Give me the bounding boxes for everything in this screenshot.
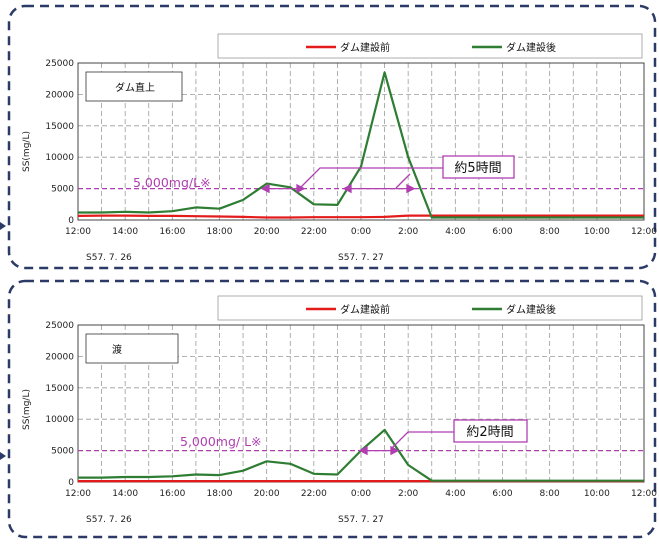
- x-tick-label-top: 0:00: [351, 227, 371, 237]
- x-tick-label-top: 12:00: [631, 227, 657, 237]
- x-tick-label-bottom: 4:00: [445, 489, 465, 499]
- y-tick-labels-bottom: 0 5000 10000 15000 20000 25000: [45, 321, 74, 488]
- plot-area-top: [77, 62, 645, 221]
- x-tick-label-bottom: 18:00: [207, 489, 233, 499]
- legend-label-after-top: ダム建設後: [506, 41, 556, 54]
- x-tick-label-bottom: 8:00: [540, 489, 560, 499]
- duration-arrows-top: [260, 167, 443, 194]
- x-tick-label-top: 10:00: [584, 227, 610, 237]
- legend-label-before-top: ダム建設前: [340, 41, 390, 54]
- threshold-label-top: 5,000mg/L※: [133, 175, 211, 190]
- y-tick-label-bottom: 10000: [45, 415, 74, 425]
- station-title-bottom: 渡: [112, 343, 122, 356]
- date-label-left-bottom: S57. 7. 26: [86, 515, 132, 525]
- y-tick-label-top: 15000: [45, 122, 74, 132]
- y-tick-labels-top: 0 5000 10000 15000 20000 25000: [45, 59, 74, 226]
- date-label-mid-top: S57. 7. 27: [338, 253, 384, 263]
- series-line-after-top: [78, 71, 644, 219]
- x-tick-label-bottom: 16:00: [159, 489, 185, 499]
- x-tick-label-bottom: 2:00: [398, 489, 418, 499]
- y-tick-label-top: 25000: [45, 59, 74, 69]
- duration-label-bottom: 約2時間: [466, 425, 513, 440]
- x-tick-label-top: 16:00: [159, 227, 185, 237]
- duration-arrows-bottom: [358, 431, 454, 456]
- y-tick-label-bottom: 0: [68, 478, 74, 488]
- x-tick-label-top: 18:00: [207, 227, 233, 237]
- x-tick-label-bottom: 14:00: [112, 489, 138, 499]
- chart-top: 0 5000 10000 15000 20000 25000 12:00 14:00 16:0…: [22, 33, 657, 263]
- x-tick-label-bottom: 10:00: [584, 489, 610, 499]
- series-line-before-top: [77, 214, 644, 219]
- x-tick-label-top: 8:00: [540, 227, 560, 237]
- x-tick-label-top: 22:00: [301, 227, 327, 237]
- x-tick-label-top: 6:00: [492, 227, 512, 237]
- x-tick-label-bottom: 12:00: [631, 489, 657, 499]
- x-tick-label-top: 4:00: [445, 227, 465, 237]
- station-box-top: [85, 71, 183, 102]
- legend-box-bottom: [217, 295, 643, 321]
- x-tick-label-top: 14:00: [112, 227, 138, 237]
- y-tick-label-bottom: 20000: [45, 352, 74, 362]
- left-arrow-icon-top: [0, 222, 6, 230]
- x-tick-label-top: 12:00: [65, 227, 91, 237]
- duration-label-top: 約5時間: [454, 161, 501, 176]
- x-tick-labels-top: 12:00 14:00 16:00 18:00 20:00 22:00 0:00 2:00 4:…: [65, 227, 657, 237]
- x-tick-label-top: 20:00: [254, 227, 280, 237]
- date-label-left-top: S57. 7. 26: [86, 253, 132, 263]
- x-tick-label-bottom: 22:00: [301, 489, 327, 499]
- y-tick-label-bottom: 15000: [45, 384, 74, 394]
- legend-label-before-bottom: ダム建設前: [340, 303, 390, 316]
- y-tick-label-bottom: 25000: [45, 321, 74, 331]
- date-label-mid-bottom: S57. 7. 27: [338, 515, 384, 525]
- y-axis-label-top: SS(mg/L): [22, 131, 32, 172]
- series-group-top: [77, 71, 644, 219]
- duration-box-top: [442, 155, 515, 179]
- y-axis-label-bottom: SS(mg/L): [22, 389, 32, 430]
- y-tick-label-bottom: 5000: [51, 447, 74, 457]
- left-arrow-icon-bottom: [0, 452, 6, 460]
- threshold-label-bottom: 5,000mg/ L※: [180, 434, 262, 449]
- x-tick-label-top: 2:00: [398, 227, 418, 237]
- y-tick-label-top: 0: [68, 216, 74, 226]
- x-tick-label-bottom: 20:00: [254, 489, 280, 499]
- panel-frame-top: [7, 4, 657, 270]
- y-tick-label-top: 5000: [51, 185, 74, 195]
- x-tick-label-bottom: 12:00: [65, 489, 91, 499]
- station-box-bottom: [85, 333, 179, 364]
- chart-bottom: 0 5000 10000 15000 20000 25000 12:00 14:00 16:0…: [22, 295, 657, 525]
- x-tick-label-bottom: 0:00: [351, 489, 371, 499]
- y-tick-label-top: 20000: [45, 90, 74, 100]
- station-title-top: ダム直上: [115, 81, 155, 94]
- legend-label-after-bottom: ダム建設後: [506, 303, 556, 316]
- y-tick-label-top: 10000: [45, 153, 74, 163]
- duration-box-bottom: [453, 419, 528, 443]
- panel-frame-bottom: [7, 279, 657, 539]
- legend-box-top: [217, 33, 643, 59]
- x-tick-label-bottom: 6:00: [492, 489, 512, 499]
- x-tick-labels-bottom: 12:00 14:00 16:00 18:00 20:00 22:00 0:00 2:00 4:…: [65, 489, 657, 499]
